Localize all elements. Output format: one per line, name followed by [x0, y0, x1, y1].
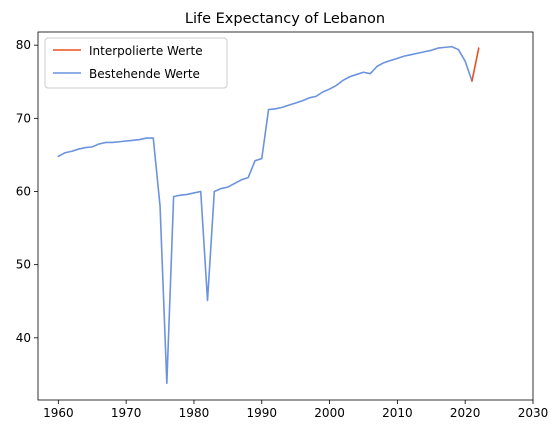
series-line-existing: [57, 45, 473, 384]
x-axis: 1960 1970 1980 1990 2000 2010 2020 2030: [43, 400, 548, 420]
x-tick-label: 2030: [518, 406, 549, 420]
series-line-interpolated: [471, 47, 480, 82]
x-tick-label: 2020: [450, 406, 481, 420]
plot-frame: [37, 31, 534, 401]
y-tick-label: 70: [16, 111, 31, 125]
chart-title: Life Expectancy of Lebanon: [185, 11, 385, 27]
series-layer: [57, 45, 480, 384]
x-tick-label: 1980: [179, 406, 210, 420]
x-tick-label: 2000: [314, 406, 345, 420]
x-tick-label: 1970: [111, 406, 142, 420]
y-tick-label: 60: [16, 184, 31, 198]
x-tick-label: 1990: [246, 406, 277, 420]
y-tick-label: 80: [16, 38, 31, 52]
legend-label-interpolated: Interpolierte Werte: [89, 44, 203, 58]
x-tick-label: 1960: [43, 406, 74, 420]
y-tick-label: 40: [16, 331, 31, 345]
legend-label-existing: Bestehende Werte: [89, 67, 200, 81]
y-axis: 40 50 60 70 80: [16, 38, 38, 345]
x-tick-label: 2010: [382, 406, 413, 420]
legend-box: [44, 37, 228, 89]
y-tick-label: 50: [16, 258, 31, 272]
legend: Interpolierte Werte Bestehende Werte: [44, 37, 228, 89]
